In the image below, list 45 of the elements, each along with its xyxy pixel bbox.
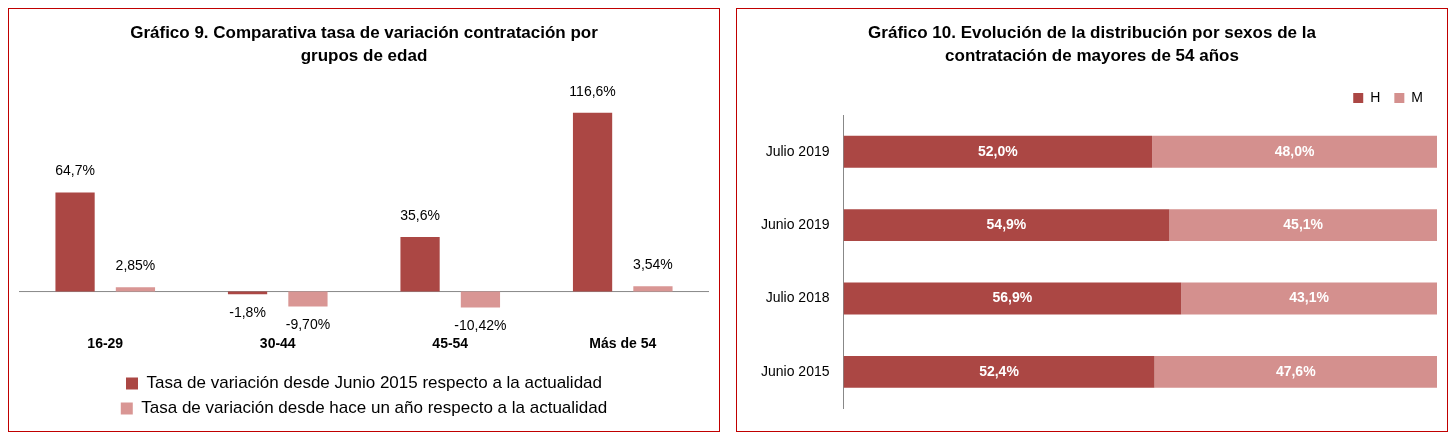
data-label: 2,85%: [115, 257, 156, 274]
data-label: 48,0%: [1274, 142, 1315, 159]
legend-label: Tasa de variación desde hace un año respecto a la actualidad: [141, 398, 608, 418]
y-tick-label: Junio 2019: [760, 215, 830, 232]
bar: [288, 291, 328, 307]
bar: [55, 192, 95, 292]
bar: [843, 135, 1153, 168]
bar: [633, 286, 673, 292]
data-label: -9,70%: [285, 316, 331, 333]
data-label: 56,9%: [992, 289, 1033, 306]
data-label: 64,7%: [55, 162, 95, 179]
bar: [843, 282, 1182, 315]
x-tick-label: 16-29: [87, 335, 124, 352]
x-tick-label: Más de 54: [589, 335, 657, 352]
bar: [1169, 209, 1437, 242]
bar: [400, 236, 440, 292]
data-label: 3,54%: [633, 255, 673, 272]
bar: [460, 291, 501, 308]
data-label: 47,6%: [1275, 362, 1317, 379]
bar: [572, 112, 613, 292]
data-label: 52,0%: [977, 142, 1019, 159]
chart-title: Gráfico 10. Evolución de la distribución por sexos de la contratación de mayores de 54 años: [867, 22, 1317, 67]
x-tick-label: 30-44: [259, 335, 296, 352]
data-label: 54,9%: [986, 215, 1027, 232]
data-label: 43,1%: [1289, 289, 1330, 306]
data-label: -1,8%: [229, 304, 266, 321]
chart-title: Gráfico 9. Comparativa tasa de variación contratación por grupos de edad: [129, 22, 599, 67]
y-tick-label: Julio 2018: [765, 289, 830, 306]
bar: [843, 355, 1155, 388]
legend-label: Tasa de variación desde Junio 2015 respecto a la actualidad: [146, 373, 603, 393]
bar: [1152, 135, 1437, 168]
data-label: -10,42%: [454, 317, 507, 334]
legend-label: M: [1411, 88, 1424, 105]
bar: [1181, 282, 1437, 315]
data-label: 116,6%: [569, 82, 616, 99]
y-tick-label: Junio 2015: [760, 362, 830, 379]
x-tick-label: 45-54: [432, 335, 469, 352]
data-label: 52,4%: [979, 362, 1020, 379]
bar: [843, 209, 1170, 242]
data-label: 45,1%: [1283, 215, 1324, 232]
bar: [1154, 355, 1437, 388]
data-label: 35,6%: [400, 206, 440, 223]
bar: [115, 287, 156, 292]
y-tick-label: Julio 2019: [765, 142, 830, 159]
legend-label: H: [1370, 88, 1381, 105]
